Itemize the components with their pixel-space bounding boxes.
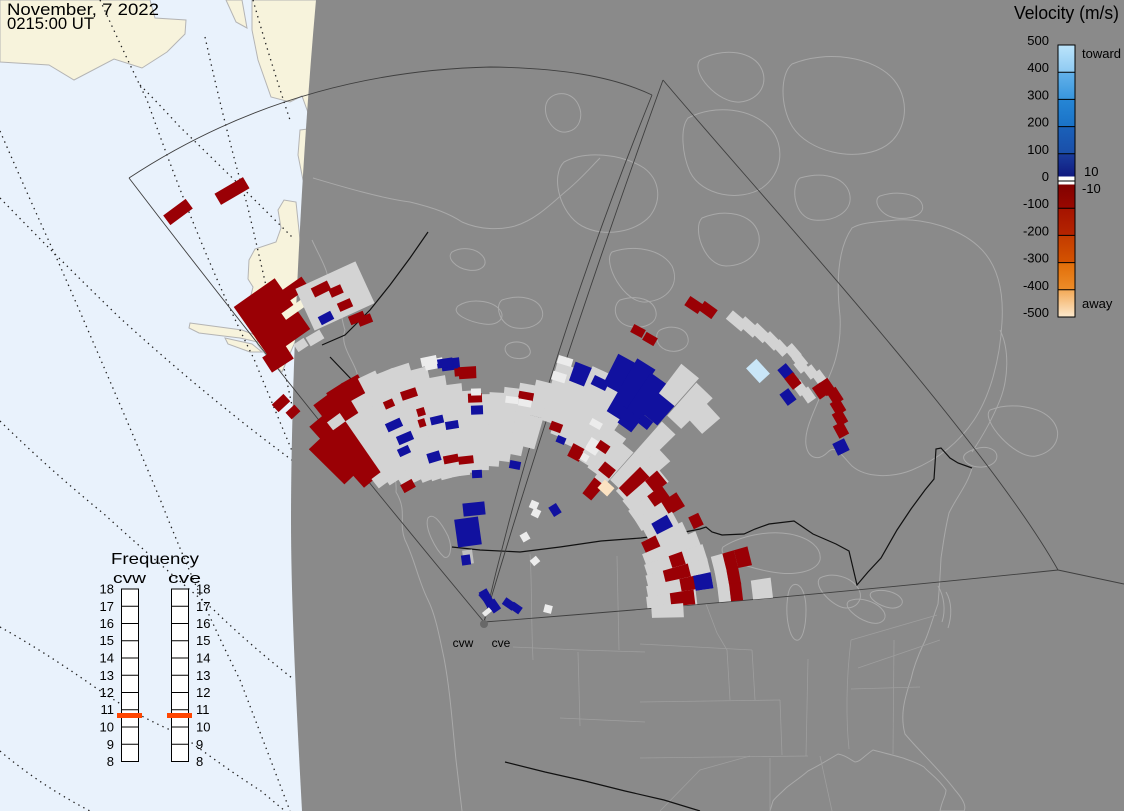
svg-text:100: 100: [1027, 142, 1049, 157]
svg-text:11: 11: [101, 702, 115, 717]
svg-text:8: 8: [107, 754, 114, 769]
svg-text:-10: -10: [1082, 181, 1101, 196]
svg-text:8: 8: [196, 754, 203, 769]
svg-text:November, 7 2022: November, 7 2022: [7, 1, 159, 19]
svg-text:17: 17: [100, 599, 114, 614]
svg-text:400: 400: [1027, 60, 1049, 75]
svg-text:18: 18: [196, 582, 210, 597]
svg-text:13: 13: [196, 668, 210, 683]
svg-text:cve: cve: [492, 636, 511, 650]
svg-text:15: 15: [196, 633, 210, 648]
svg-text:200: 200: [1027, 115, 1049, 130]
svg-text:9: 9: [107, 737, 114, 752]
svg-text:-100: -100: [1023, 196, 1049, 211]
svg-text:12: 12: [100, 685, 114, 700]
svg-text:16: 16: [100, 616, 114, 631]
svg-text:cve: cve: [168, 570, 201, 587]
svg-text:-500: -500: [1023, 305, 1049, 320]
svg-text:9: 9: [196, 737, 203, 752]
svg-text:-400: -400: [1023, 278, 1049, 293]
svg-text:cvw: cvw: [453, 636, 474, 650]
svg-text:18: 18: [100, 582, 114, 597]
svg-text:10: 10: [196, 720, 210, 735]
svg-text:500: 500: [1027, 33, 1049, 48]
svg-text:15: 15: [100, 633, 114, 648]
svg-text:13: 13: [100, 668, 114, 683]
svg-text:12: 12: [196, 685, 210, 700]
svg-text:away: away: [1082, 296, 1113, 311]
svg-text:14: 14: [196, 651, 210, 666]
svg-text:-300: -300: [1023, 251, 1049, 266]
svg-text:toward: toward: [1082, 46, 1121, 61]
svg-text:10: 10: [1084, 164, 1098, 179]
svg-text:0: 0: [1042, 169, 1049, 184]
svg-text:0215:00 UT: 0215:00 UT: [7, 15, 94, 33]
svg-text:300: 300: [1027, 87, 1049, 102]
svg-text:16: 16: [196, 616, 210, 631]
svg-text:17: 17: [196, 599, 210, 614]
svg-text:-200: -200: [1023, 223, 1049, 238]
svg-text:cvw: cvw: [113, 570, 146, 587]
svg-text:14: 14: [100, 651, 114, 666]
svg-text:Frequency: Frequency: [111, 551, 199, 568]
svg-text:11: 11: [196, 702, 210, 717]
svg-text:Velocity (m/s): Velocity (m/s): [1014, 3, 1119, 23]
svg-text:10: 10: [100, 720, 114, 735]
